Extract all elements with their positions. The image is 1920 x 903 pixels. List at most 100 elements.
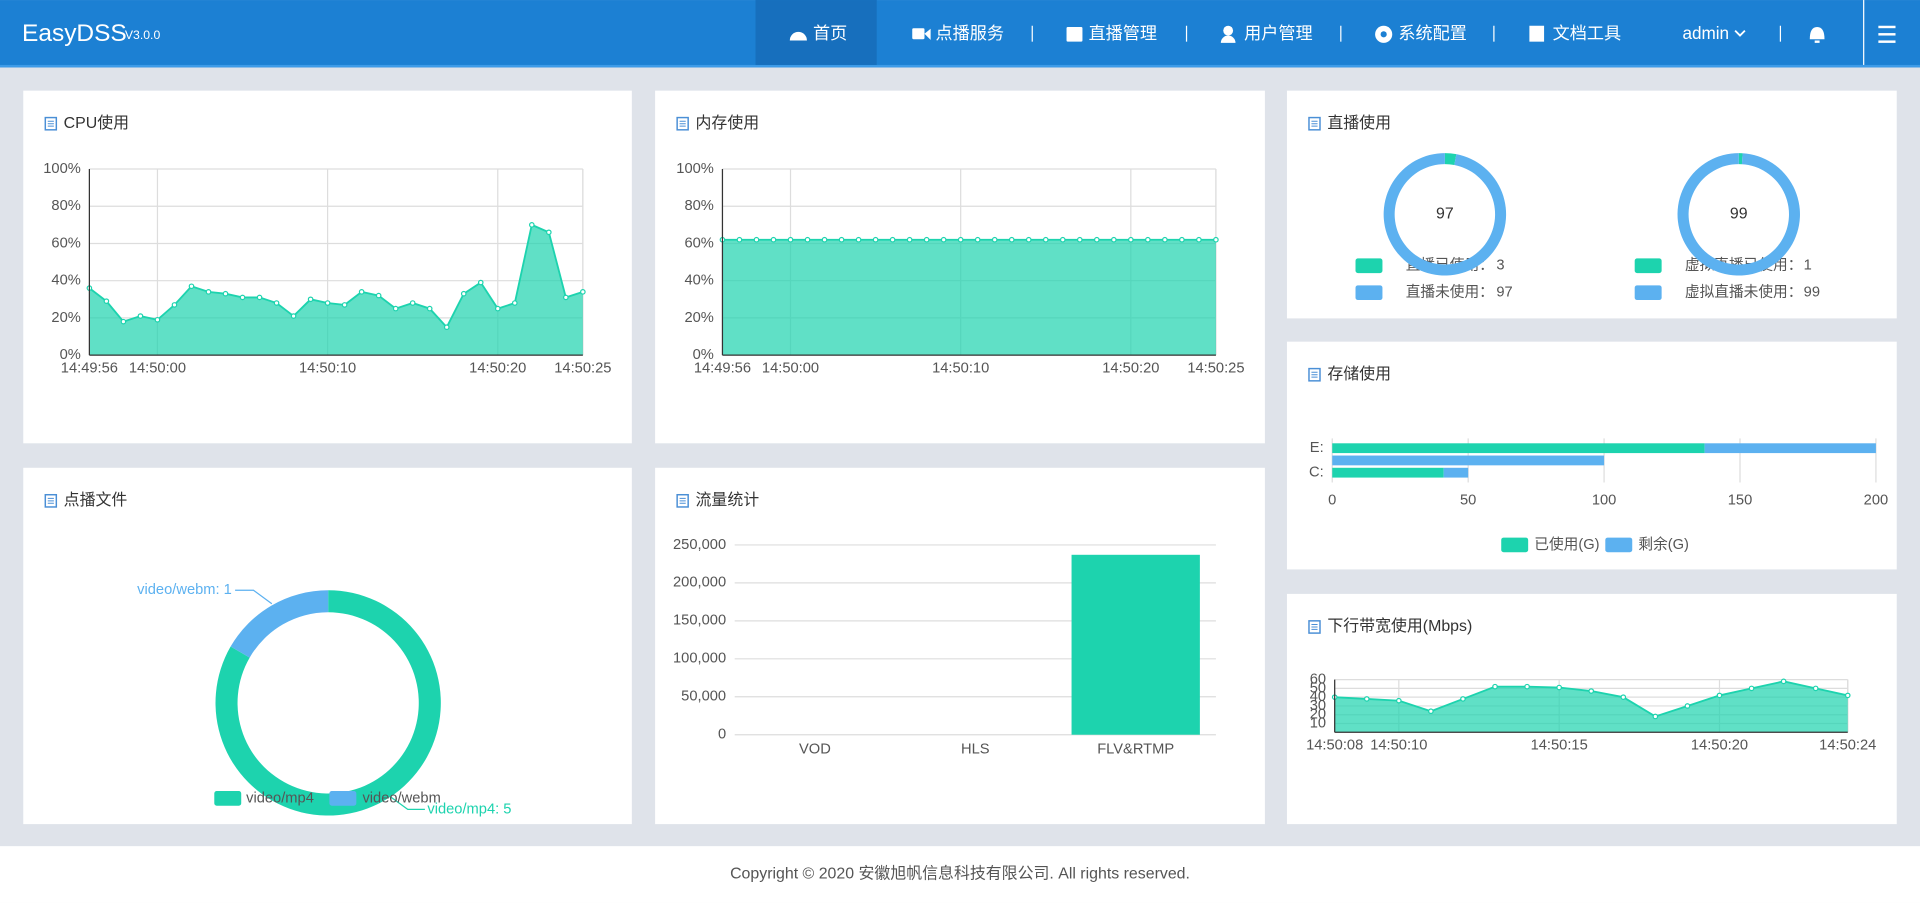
line [88,223,584,329]
point [1844,692,1851,699]
legend-label: video/mp4 [246,790,314,806]
panel [23,467,632,825]
x-tick-label: 14:50:25 [554,360,611,376]
version: V3.0.0 [125,28,161,42]
icon-menu[interactable] [1878,40,1896,43]
point [1025,236,1032,243]
area [89,224,583,356]
panel-icon-lines [47,120,54,127]
point [1042,236,1049,243]
y-tick-label: 100% [43,161,81,177]
bar [1071,554,1200,735]
legend-swatch [214,791,242,806]
panel-title: 流量统计 [696,491,760,509]
nav-item[interactable]: 文档工具 [1553,23,1622,43]
point [324,300,331,306]
label-leader [389,795,425,811]
legend-swatch [1634,258,1662,274]
point [256,294,263,301]
label-leader [235,589,273,605]
panel [1286,341,1897,570]
point [409,300,416,306]
bar-segment [1332,443,1705,454]
nav-item[interactable]: 系统配置 [1398,23,1467,43]
point [375,292,382,299]
point [1716,692,1723,699]
point [1363,696,1370,702]
x-tick-label: 150 [1728,493,1753,509]
icon-menu[interactable] [1878,25,1896,29]
y-tick-label: C: [1309,465,1324,481]
user-menu[interactable]: admin [1682,23,1729,43]
x-tick-label: 14:50:08 [1306,738,1363,754]
point [1556,684,1562,691]
panel-icon [676,493,689,508]
point [290,313,297,319]
x-tick-label: 14:50:00 [762,360,819,376]
point [821,236,828,243]
point [1620,694,1627,700]
donut-slice [230,590,329,658]
y-tick-label: 0% [60,347,81,363]
x-tick-label: 100 [1592,493,1617,509]
panel-icon [1308,367,1321,382]
point [528,222,535,228]
x-tick-label: 14:50:10 [932,360,989,376]
icon-menu[interactable] [1878,33,1896,36]
x-tick-label: 14:50:20 [1691,738,1748,754]
y-tick-label: 80% [684,198,713,214]
point [341,302,348,308]
y-tick-label: 50,000 [681,689,726,705]
point [1145,236,1151,243]
point [1076,236,1083,243]
point [239,294,246,301]
nav-item[interactable]: 点播服务 [936,23,1005,43]
y-tick-label: 20% [51,310,80,326]
legend-label: 剩余(G) [1638,535,1689,553]
point [154,316,161,323]
y-tick-label: 200,000 [673,575,726,591]
point [546,229,552,236]
x-tick-label: 14:49:56 [694,360,751,376]
legend-label: 已使用(G) [1534,536,1599,553]
point [1684,703,1691,709]
x-tick-label: FLV&RTMP [1097,741,1174,757]
point [753,236,760,243]
point [1111,236,1117,243]
point [1652,713,1659,720]
panel-icon [44,493,58,508]
panel-icon [676,116,689,131]
logo[interactable]: EasyDSS [22,20,127,47]
icon-bell[interactable] [1809,26,1825,43]
point [1008,236,1015,243]
point [1812,685,1819,692]
legend-swatch [1605,537,1633,553]
x-tick-label: 14:50:20 [469,360,526,376]
point [307,296,314,303]
panel-icon [44,116,58,131]
icon-video [912,28,925,40]
panel-title: 内存使用 [696,114,760,132]
icon-dashboard [789,31,807,41]
y-tick-label: 60% [684,235,713,251]
bar-segment [1704,443,1876,454]
nav-item[interactable]: 首页 [813,23,847,43]
nav-item[interactable]: 用户管理 [1244,23,1313,43]
point [205,289,212,295]
point [1780,678,1787,685]
nav-item[interactable]: 直播管理 [1089,23,1158,43]
y-tick-label: 0% [693,347,714,363]
x-tick-label: 14:49:56 [61,360,118,376]
legend-label: 虚拟直播未使用： [1685,284,1803,301]
point [1460,696,1466,702]
x-tick-label: 14:50:00 [129,360,186,376]
y-tick-label: 150,000 [673,613,726,629]
x-tick-label: 14:50:25 [1187,360,1244,376]
point [171,302,178,308]
point [1396,697,1402,704]
legend-label: 直播未使用： [1406,284,1494,301]
point [137,313,144,319]
y-tick-label: 40% [51,273,80,289]
point [736,236,743,243]
